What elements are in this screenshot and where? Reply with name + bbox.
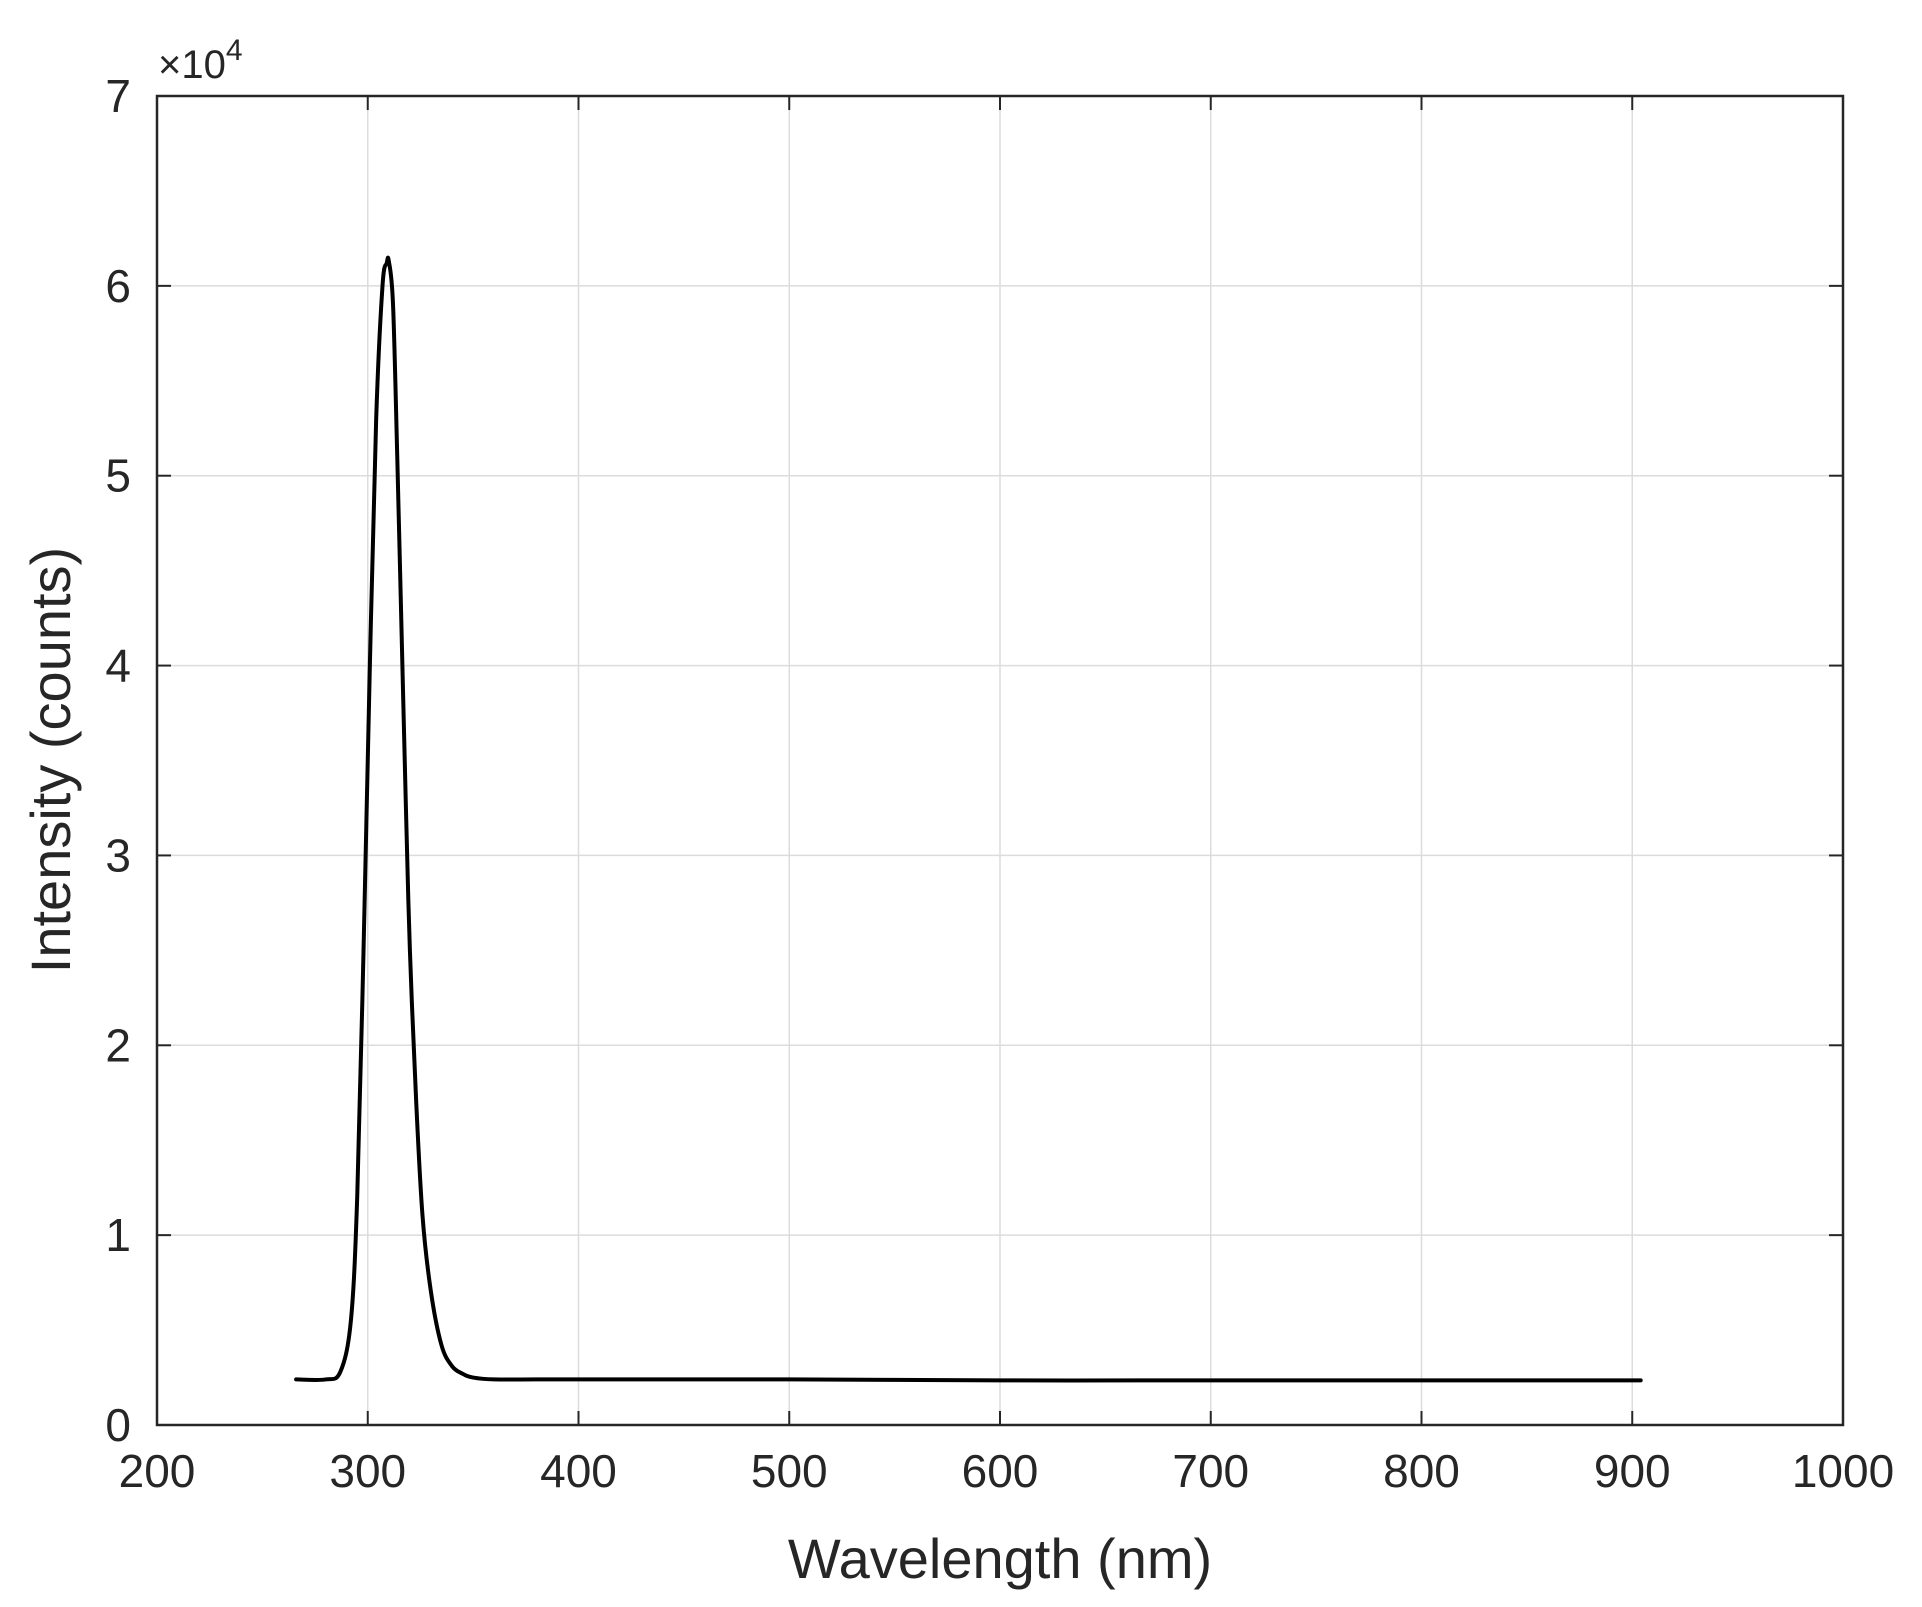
y-tick-label: 6 <box>105 260 131 312</box>
spectrum-series-line <box>294 255 1643 1383</box>
x-tick-label: 600 <box>962 1445 1039 1497</box>
y-tick-label: 3 <box>105 829 131 881</box>
tick-labels: 200 300 400 500 600 700 800 900 1000 0 1 2 3 4 5 6 7 <box>105 70 1894 1497</box>
y-multiplier-label: ×104 <box>158 34 243 87</box>
x-tick-label: 300 <box>329 1445 406 1497</box>
x-tick-label: 400 <box>540 1445 617 1497</box>
tick-marks <box>156 95 1844 1426</box>
x-tick-label: 200 <box>119 1445 196 1497</box>
y-axis-label: Intensity (counts) <box>19 547 82 973</box>
y-tick-label: 0 <box>105 1399 131 1451</box>
y-tick-label: 1 <box>105 1209 131 1261</box>
x-tick-label: 900 <box>1594 1445 1671 1497</box>
y-tick-label: 7 <box>105 70 131 122</box>
y-multiplier-base: ×10 <box>158 43 226 87</box>
y-tick-label: 4 <box>105 640 131 692</box>
x-tick-label: 700 <box>1172 1445 1249 1497</box>
series-layer <box>294 255 1643 1383</box>
x-tick-label: 800 <box>1383 1445 1460 1497</box>
x-axis-label: Wavelength (nm) <box>788 1527 1212 1590</box>
grid-lines <box>157 96 1843 1425</box>
y-multiplier-exponent: 4 <box>226 34 243 67</box>
x-tick-label: 500 <box>751 1445 828 1497</box>
y-tick-label: 5 <box>105 450 131 502</box>
x-tick-label: 1000 <box>1792 1445 1894 1497</box>
y-tick-label: 2 <box>105 1019 131 1071</box>
